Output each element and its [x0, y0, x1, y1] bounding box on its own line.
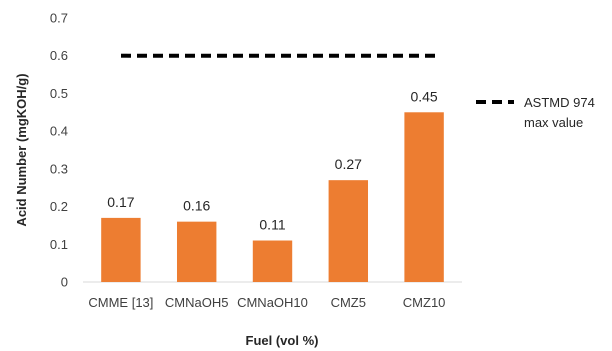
- bar-value-label: 0.17: [107, 194, 134, 210]
- bar: [252, 240, 293, 282]
- bar: [404, 112, 444, 283]
- bars-group: 0.17 0.16 0.11 0.27 0.45: [101, 88, 444, 283]
- y-tick-label: 0.5: [50, 86, 68, 101]
- bar-value-label: 0.27: [335, 156, 362, 172]
- y-tick-label: 0.6: [50, 48, 68, 63]
- bar: [328, 180, 369, 282]
- y-tick-label: 0: [61, 275, 68, 290]
- x-axis-title: Fuel (vol %): [246, 333, 319, 348]
- bar: [101, 217, 141, 282]
- y-axis-title: Acid Number (mgKOH/g): [14, 73, 29, 226]
- bar: [176, 221, 217, 282]
- y-tick-label: 0.1: [50, 237, 68, 252]
- y-axis-ticks: 0 0.1 0.2 0.3 0.4 0.5 0.6 0.7: [50, 11, 68, 290]
- bar-value-label: 0.11: [259, 217, 285, 233]
- y-tick-label: 0.4: [50, 124, 68, 139]
- y-tick-label: 0.7: [50, 11, 68, 26]
- x-tick-label: CMZ5: [331, 295, 366, 310]
- x-tick-label: CMNaOH10: [237, 295, 308, 310]
- bar-value-label: 0.45: [410, 88, 437, 104]
- legend-label-line1: ASTMD 974: [524, 95, 595, 110]
- x-axis-ticks: CMME [13] CMNaOH5 CMNaOH10 CMZ5 CMZ10: [88, 295, 445, 310]
- x-tick-label: CMME [13]: [88, 295, 153, 310]
- y-tick-label: 0.2: [50, 199, 68, 214]
- x-tick-label: CMNaOH5: [165, 295, 229, 310]
- legend-label-line2: max value: [524, 115, 583, 130]
- legend: ASTMD 974 max value: [476, 95, 595, 130]
- y-tick-label: 0.3: [50, 161, 68, 176]
- x-tick-label: CMZ10: [403, 295, 446, 310]
- bar-value-label: 0.16: [183, 198, 210, 214]
